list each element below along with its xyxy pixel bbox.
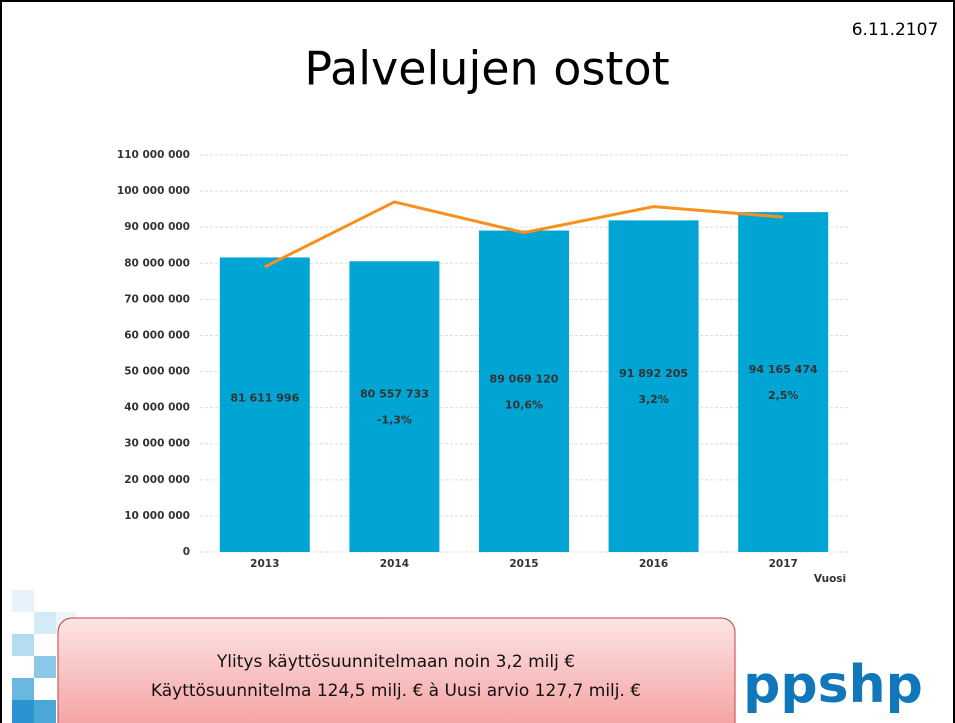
bar: [219, 257, 310, 552]
bar-change-label: 2,5%: [768, 389, 799, 402]
bar-value-label: 81 611 996: [230, 392, 299, 405]
bar: [479, 230, 569, 552]
y-tick-label: 70 000 000: [124, 293, 190, 305]
date: 6.11.2107: [852, 20, 939, 40]
line-series: [264, 200, 784, 269]
y-tick-label: 60 000 000: [124, 329, 190, 341]
bar-value-label: 94 165 474: [749, 363, 818, 376]
y-tick-label: 100 000 000: [117, 185, 190, 197]
bar-value-label: 89 069 120: [490, 372, 559, 385]
y-tick-label: 50 000 000: [124, 366, 190, 378]
bar-value-label: 91 892 205: [619, 367, 688, 380]
bar-change-label: 10,6%: [505, 398, 543, 411]
y-tick-label: 0: [183, 546, 190, 558]
y-tick-label: 20 000 000: [124, 474, 190, 486]
decor-squares: [12, 590, 76, 723]
y-tick-label: 90 000 000: [124, 221, 190, 233]
y-tick-label: 80 000 000: [124, 257, 190, 269]
x-tick-label: 2015: [509, 558, 538, 570]
bar: [349, 261, 440, 552]
bar-change-label: 3,2%: [638, 393, 669, 406]
x-tick-label: 2017: [769, 558, 798, 570]
note-line: Käyttösuunnitelma 124,5 milj. € à Uusi a…: [151, 681, 641, 701]
note-line: Ylitys käyttösuunnitelmaan noin 3,2 milj…: [216, 652, 575, 672]
note-box: [57, 617, 736, 723]
chart-title: Palvelujen ostot: [304, 42, 669, 96]
x-tick-label: 2016: [639, 558, 668, 570]
y-tick-label: 10 000 000: [124, 510, 190, 522]
x-tick-label: 2013: [250, 558, 279, 570]
bar: [738, 212, 829, 552]
y-tick-label: 40 000 000: [124, 402, 190, 414]
bar-change-label: -1,3%: [377, 414, 412, 427]
bar-value-label: 80 557 733: [360, 388, 429, 401]
x-tick-label: 2014: [380, 558, 409, 570]
x-axis-label: Vuosi: [814, 573, 846, 585]
logo: ppshp: [743, 655, 923, 715]
y-tick-label: 30 000 000: [124, 438, 190, 450]
y-tick-label: 110 000 000: [117, 149, 190, 161]
bar: [608, 220, 699, 553]
